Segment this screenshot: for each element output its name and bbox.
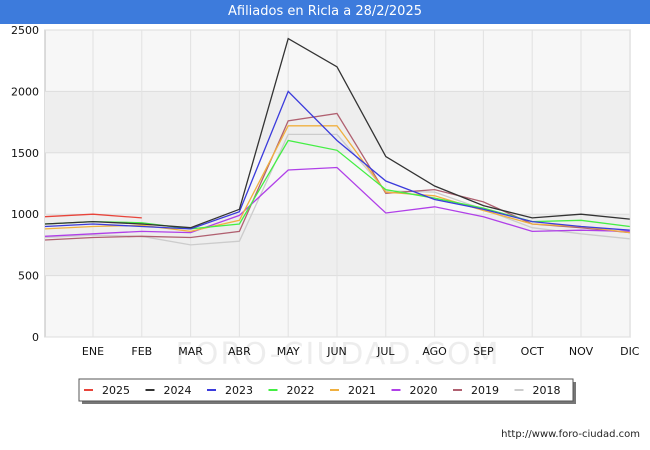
x-tick-label: MAY <box>277 345 300 358</box>
y-tick-label: 1000 <box>11 208 39 221</box>
x-tick-label: JUN <box>326 345 347 358</box>
source-url: http://www.foro-ciudad.com <box>501 429 640 440</box>
series-line-2023 <box>44 90 630 231</box>
legend-label-2019: 2019 <box>471 384 499 397</box>
x-tick-label: OCT <box>521 345 544 358</box>
x-tick-label: ABR <box>228 345 251 358</box>
x-tick-label: FEB <box>131 345 152 358</box>
series-line-2025 <box>44 213 142 219</box>
series-line-2024 <box>44 37 630 229</box>
legend-label-2024: 2024 <box>164 384 192 397</box>
y-tick-label: 0 <box>32 331 39 344</box>
chart-title: Afiliados en Ricla a 28/2/2025 <box>0 0 650 24</box>
series-line-2020 <box>44 166 630 237</box>
legend-label-2022: 2022 <box>287 384 315 397</box>
series-line-2021 <box>44 125 630 234</box>
legend-label-2020: 2020 <box>410 384 438 397</box>
x-tick-label: MAR <box>178 345 203 358</box>
x-tick-label: ENE <box>82 345 104 358</box>
legend-label-2023: 2023 <box>225 384 253 397</box>
legend <box>78 378 574 402</box>
x-tick-label: SEP <box>473 345 494 358</box>
y-tick-label: 2000 <box>11 85 39 98</box>
legend-items: 2025 2024 2023 2022 2021 2020 2019 2018 <box>84 384 561 397</box>
legend-label-2018: 2018 <box>533 384 561 397</box>
y-axis: 0 500 1000 1500 2000 2500 <box>11 24 39 344</box>
x-tick-label: AGO <box>422 345 447 358</box>
watermark: FORO-CIUDAD.COM <box>176 337 501 372</box>
x-axis: ENE FEB MAR ABR MAY JUN JUL AGO SEP OCT NOV DIC <box>82 345 640 358</box>
legend-label-2025: 2025 <box>102 384 130 397</box>
x-tick-label: JUL <box>376 345 395 358</box>
y-tick-label: 1500 <box>11 147 39 160</box>
series-group <box>44 37 630 246</box>
y-tick-label: 500 <box>18 270 39 283</box>
legend-label-2021: 2021 <box>348 384 376 397</box>
x-tick-label: NOV <box>569 345 594 358</box>
x-tick-label: DIC <box>620 345 640 358</box>
y-tick-label: 2500 <box>11 24 39 37</box>
